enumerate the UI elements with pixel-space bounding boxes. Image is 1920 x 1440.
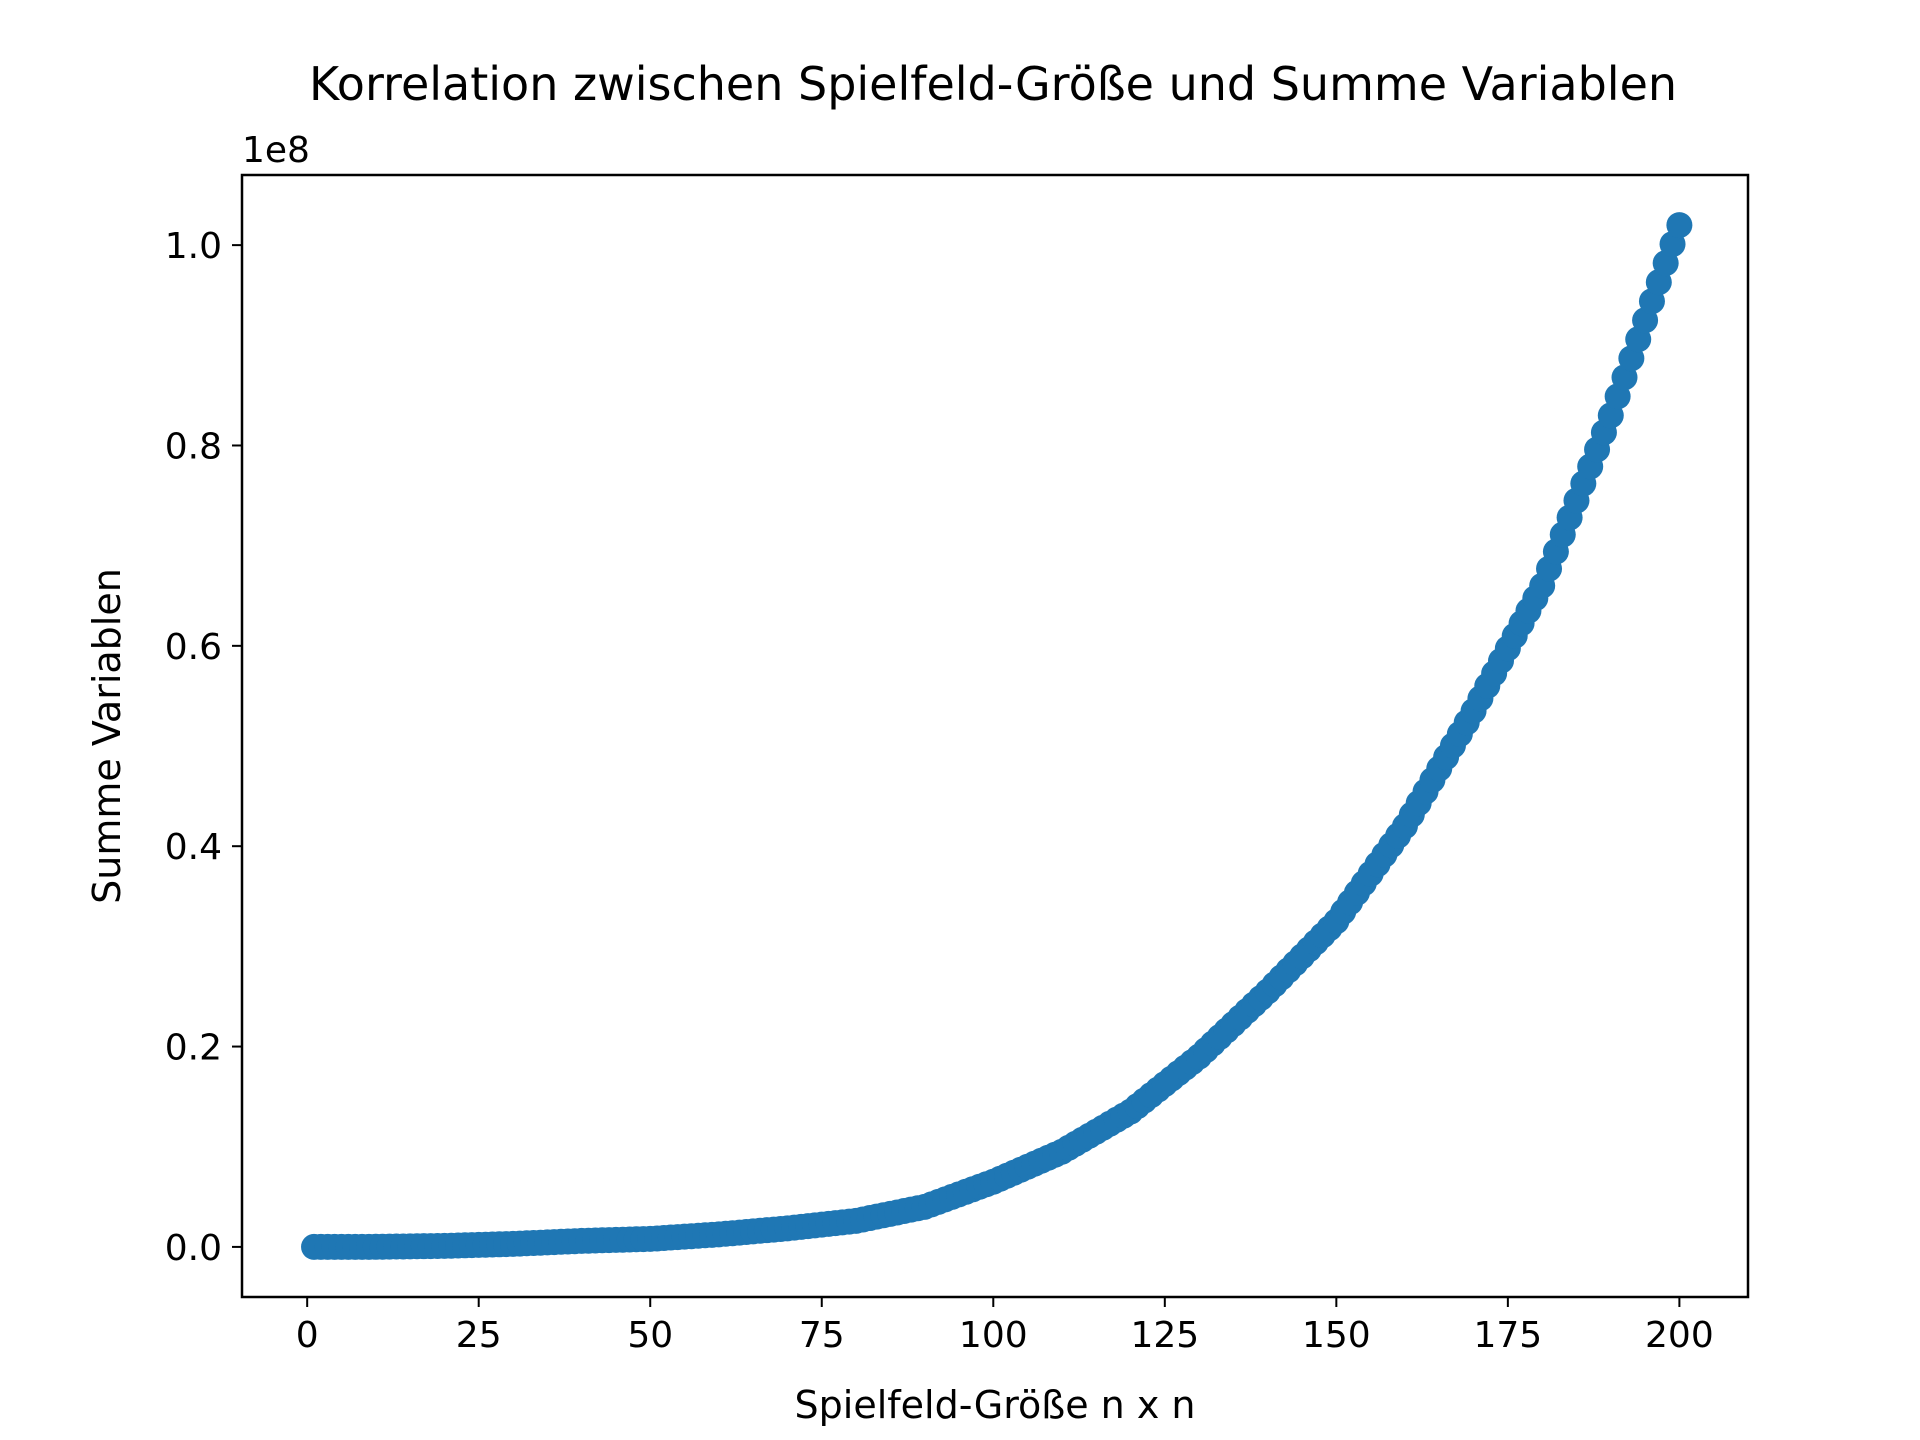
chart-title: Korrelation zwischen Spielfeld-Größe und… [309, 57, 1677, 111]
x-tick-label: 175 [1474, 1315, 1543, 1356]
data-point [1666, 212, 1693, 239]
y-tick-label: 0.8 [165, 426, 222, 467]
plot-frame [240, 173, 1750, 1299]
y-tick-label: 1.0 [165, 226, 222, 267]
x-tick-label: 0 [296, 1315, 319, 1356]
x-tick-label: 100 [959, 1315, 1028, 1356]
x-tick-label: 75 [799, 1315, 845, 1356]
y-tick-label: 0.4 [165, 827, 222, 868]
x-axis-ticks: 0 25 50 75 100 125 150 175 200 [296, 1297, 1714, 1356]
y-axis-label: Summe Variablen [85, 568, 129, 904]
x-tick-label: 25 [456, 1315, 502, 1356]
data-points [301, 212, 1693, 1260]
y-axis-offset-label: 1e8 [242, 130, 310, 171]
y-axis-ticks: 0.0 0.2 0.4 0.6 0.8 1.0 [165, 226, 242, 1269]
x-axis-label: Spielfeld-Größe n x n [795, 1383, 1196, 1427]
x-tick-label: 50 [627, 1315, 673, 1356]
y-tick-label: 0.0 [165, 1228, 222, 1269]
y-tick-label: 0.6 [165, 627, 222, 668]
x-tick-label: 150 [1302, 1315, 1371, 1356]
y-tick-label: 0.2 [165, 1028, 222, 1069]
x-tick-label: 125 [1130, 1315, 1199, 1356]
x-tick-label: 200 [1645, 1315, 1714, 1356]
